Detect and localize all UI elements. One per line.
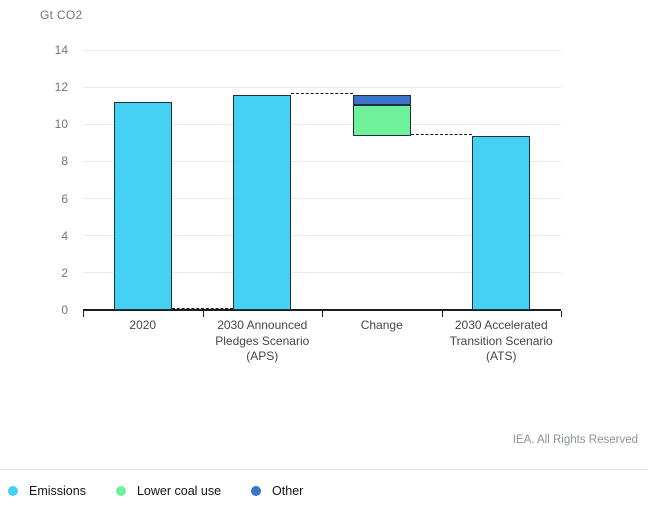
lower-coal-use-swatch-icon	[115, 486, 126, 496]
legend-label: Lower coal use	[136, 484, 222, 498]
bar-segment-other-change	[352, 94, 411, 105]
y-tick-label-10: 10	[54, 117, 68, 132]
y-tick-label-4: 4	[61, 228, 68, 243]
y-tick-label-6: 6	[61, 191, 68, 206]
x-axis-label-2030-announced-pledges-scenario-aps: 2030 Announced Pledges Scenario (APS)	[215, 318, 310, 363]
gridline-6	[83, 198, 561, 200]
waterfall-connector	[171, 308, 234, 309]
bar-segment-lower-coal-use-change	[352, 104, 411, 137]
gridline-14	[83, 49, 561, 51]
chart-legend: Emissions Lower coal use Other	[8, 484, 303, 498]
gridline-4	[83, 235, 561, 237]
gridline-12	[83, 86, 561, 88]
y-tick-label-14: 14	[54, 43, 68, 57]
waterfall-connector	[291, 92, 353, 94]
waterfall-connector	[410, 134, 473, 136]
bar-segment-emissions-2020	[113, 102, 172, 310]
x-axis-label-2020: 2020	[129, 318, 157, 332]
y-tick-label-2: 2	[61, 265, 68, 280]
x-axis-tick	[202, 311, 204, 317]
gridline-10	[83, 123, 561, 125]
emissions-swatch-icon	[8, 486, 18, 496]
legend-label: Emissions	[29, 484, 86, 498]
x-axis-label-2030-accelerated-transition-scenario-ats: 2030 Accelerated Transition Scenario (AT…	[449, 318, 553, 363]
x-axis-tick	[441, 311, 443, 317]
legend-label: Other	[272, 484, 304, 498]
legend-divider	[0, 469, 648, 470]
legend-item-other[interactable]: Other	[251, 484, 303, 498]
copyright-attribution: IEA. All Rights Reserved	[512, 434, 638, 446]
x-axis-tick	[561, 311, 562, 317]
bar-segment-emissions-2030-accelerated-transition-scenario-ats	[472, 136, 531, 310]
gridline-8	[83, 160, 561, 162]
y-axis-unit-label: Gt CO2	[40, 8, 83, 22]
legend-item-emissions[interactable]: Emissions	[8, 484, 86, 498]
gridline-2	[83, 272, 561, 274]
x-axis-label-change: Change	[360, 318, 403, 332]
y-tick-label-0: 0	[61, 303, 68, 317]
y-tick-label-12: 12	[54, 80, 68, 95]
y-tick-label-8: 8	[61, 154, 68, 169]
x-axis-tick	[322, 311, 323, 317]
x-axis-tick	[83, 311, 84, 317]
bar-segment-emissions-2030-announced-pledges-scenario-aps	[233, 94, 292, 310]
legend-item-lower-coal-use[interactable]: Lower coal use	[115, 484, 222, 498]
x-axis-line	[83, 309, 561, 311]
other-swatch-icon	[251, 486, 262, 496]
